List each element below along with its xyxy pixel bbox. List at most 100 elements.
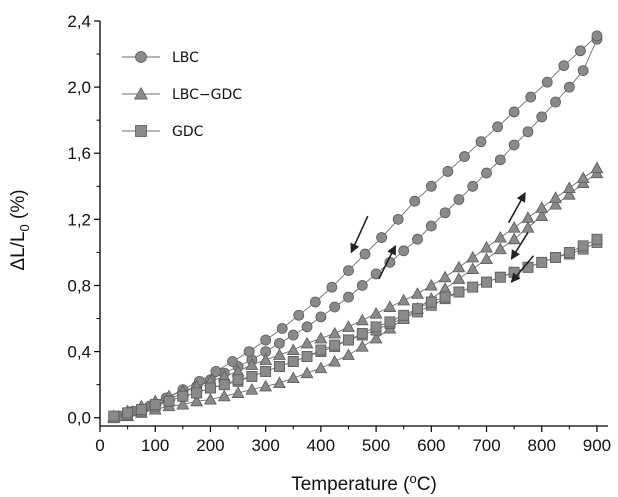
series-triangle-cooling-point [480,240,493,253]
series-triangle-cooling-point [424,278,438,291]
series-triangle-heating-point [259,379,273,392]
y-axis-title: ΔL/L0 (%) [8,189,32,270]
series-square-cooling-point [136,404,147,415]
series-circle-cooling-point [558,60,570,72]
series-triangle-heating-point [507,232,521,245]
series-square-cooling-point [536,256,548,268]
x-tick-label: 400 [307,436,335,455]
series-square-cooling-point [398,309,410,321]
series-circle-cooling-point [541,76,553,88]
y-tick-label: 0,4 [67,343,91,362]
series-square-cooling-point [356,328,368,339]
series-circle-cooling-point [293,309,305,321]
series-circle-heating-point [453,194,465,205]
series-square-cooling-point [577,240,589,252]
series-circle-cooling-point [260,334,272,346]
series-circle-heating-point [536,111,548,123]
series-circle-heating-point [550,96,561,108]
series-circle-heating-point [577,65,589,76]
series-triangle-heating-point [300,366,314,379]
series-circle-cooling-point [409,195,421,207]
series-square-cooling-point [177,390,189,402]
y-tick-label: 1,2 [67,210,91,229]
series-circle-heating-point [412,233,423,245]
series-circle-heating-point [439,207,451,219]
series-triangle-heating-point [176,397,190,410]
series-triangle-cooling-point [259,353,273,365]
series-square-cooling-point [191,387,203,399]
series-circle-cooling-point [525,91,537,103]
series-triangle-heating-point [521,221,535,233]
series-square-cooling-point [260,366,272,377]
series-circle-cooling-point [459,151,470,162]
series-circle-heating-point [425,220,437,232]
series-triangle-heating-point [452,272,466,284]
series-triangle-cooling-point [383,300,397,312]
series-circle-cooling-point [442,166,454,177]
series-square-cooling-point [453,286,465,298]
legend-square-marker [135,125,147,137]
series-square-cooling-point [494,271,506,283]
series-triangle-cooling-point [549,191,562,203]
series-triangle-heating-point [355,340,369,352]
series-circle-cooling-point [376,232,388,243]
series-triangle-heating-line [113,172,598,419]
x-tick-label: 800 [528,436,556,455]
series-triangle-cooling-point [562,181,576,193]
legend-triangle-marker [133,86,149,100]
series-square-cooling-point [232,374,244,386]
series-square-cooling-point [550,251,561,263]
series-square-cooling-point [108,410,120,422]
series-triangle-heating-point [245,383,259,395]
series-triangle-heating-point [231,386,245,398]
series-circle-cooling-point [591,30,603,42]
series-triangle-heating-point [535,209,549,222]
series-circle-cooling-point [276,323,288,334]
series-circle-heating-point [494,154,506,166]
series-square-cooling-point [343,334,354,346]
series-square-cooling-point [591,233,603,245]
series-square-cooling-point [425,296,437,308]
series-circle-heating-point [563,81,575,93]
x-tick-label: 300 [251,436,279,455]
series-triangle-heating-point [204,392,217,405]
series-square-cooling-point [467,281,479,293]
series-circle-heating-point [508,139,520,151]
series-circle-cooling-point [359,248,371,260]
series-square-cooling-point [274,361,285,372]
y-tick-label: 1,6 [67,144,91,163]
series-triangle-heating-point [369,331,383,344]
series-square-cooling-point [481,276,492,288]
x-tick-label: 900 [583,436,611,455]
series-triangle-cooling-point [397,293,411,306]
series-circle-heating-point [467,180,479,192]
series-triangle-heating-point [493,242,507,255]
series-triangle-cooling-point [286,343,300,355]
series-circle-cooling-point [326,281,338,293]
series-square-cooling-point [246,371,258,382]
series-triangle-cooling-point [314,331,328,344]
x-tick-label: 600 [417,436,445,455]
series-triangle-cooling-point [590,161,604,174]
series-circle-heating-point [356,280,368,291]
x-tick-label: 0 [95,436,104,455]
series-square-cooling-point [439,291,451,303]
series-square-cooling-point [149,399,161,410]
legend-square-label: GDC [172,124,204,140]
series-triangle-cooling-point [493,230,507,243]
series-circle-heating-point [329,301,341,313]
series-triangle-cooling-point [576,171,590,184]
hysteresis-arrow-3 [507,192,526,224]
series-circle-heating-point [287,329,299,341]
series-circle-heating-point [315,311,327,323]
series-circle-cooling-point [475,136,487,148]
series-square-cooling-point [384,316,396,328]
series-circle-cooling-point [574,45,586,57]
series-circle-heating-point [481,167,492,179]
series-circle-cooling-point [243,346,255,358]
series-circle-cooling-point [227,356,238,367]
series-triangle-heating-point [286,371,300,384]
series-square-cooling-point [370,321,382,333]
hysteresis-arrow-4 [510,232,529,260]
series-triangle-heating-point [562,187,576,200]
